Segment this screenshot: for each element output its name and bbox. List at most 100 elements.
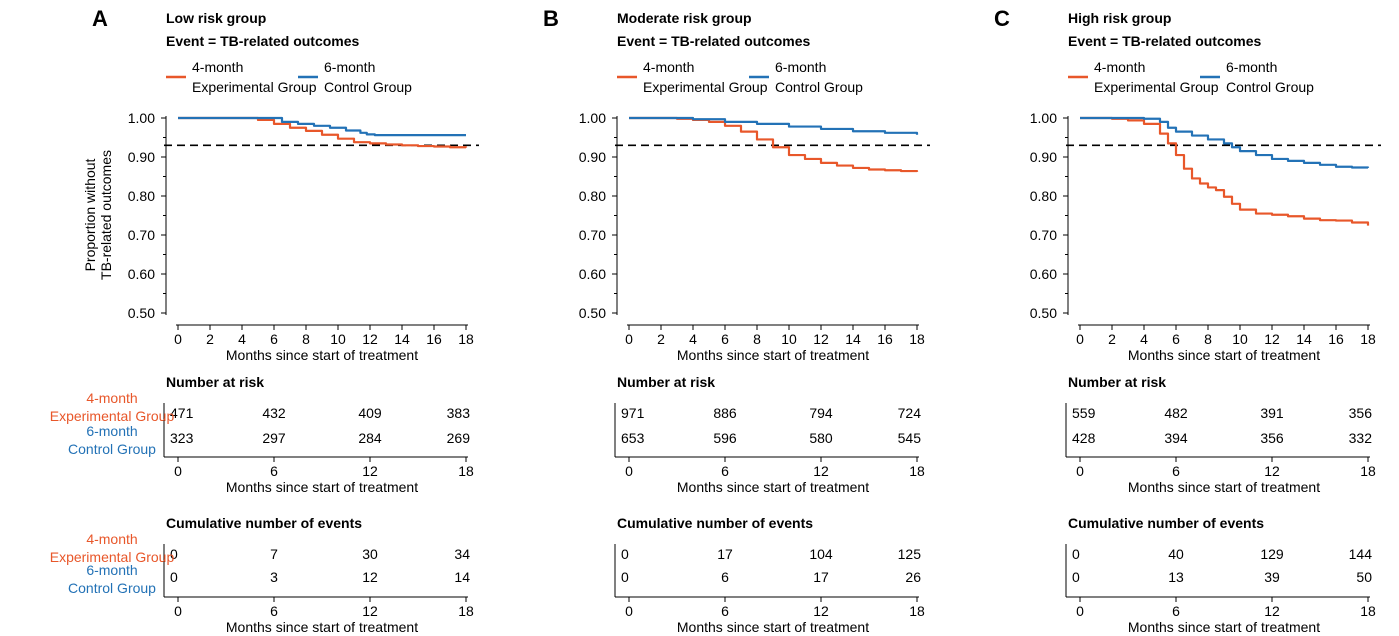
row-label-experimental: 4-month: [86, 390, 137, 406]
cumulative-events-value-experimental: 129: [1260, 546, 1284, 562]
cumulative-events-value-control: 26: [905, 569, 921, 585]
legend-label: Experimental Group: [1094, 79, 1219, 95]
y-tick-label: 0.80: [579, 188, 606, 204]
cumulative-events-value-control: 12: [362, 569, 378, 585]
number-at-risk-tick-label: 18: [458, 463, 474, 479]
panel-c: C High risk group Event = TB-related outco…: [994, 6, 1381, 635]
number-at-risk-value-experimental: 886: [713, 405, 737, 421]
number-at-risk-value-experimental: 482: [1164, 405, 1188, 421]
cumulative-events-title: Cumulative number of events: [617, 515, 813, 531]
x-tick-label: 6: [270, 331, 278, 347]
x-tick-label: 18: [909, 331, 925, 347]
number-at-risk-value-control: 356: [1260, 430, 1284, 446]
panel-title: High risk group: [1068, 10, 1171, 26]
cumulative-events-value-control: 14: [454, 569, 470, 585]
row-label-experimental: Experimental Group: [50, 549, 175, 565]
cumulative-events-value-experimental: 125: [898, 546, 922, 562]
number-at-risk-tick-label: 12: [362, 463, 378, 479]
x-tick-label: 0: [1076, 331, 1084, 347]
x-tick-label: 8: [302, 331, 310, 347]
x-tick-label: 4: [689, 331, 697, 347]
panel-b: B Moderate risk group Event = TB-related o…: [543, 6, 930, 635]
series-control-line: [1080, 116, 1370, 169]
cumulative-events-value-control: 50: [1356, 569, 1372, 585]
number-at-risk-value-experimental: 383: [447, 405, 471, 421]
legend-label: 6-month: [775, 59, 826, 75]
y-tick-label: 0.70: [1030, 227, 1057, 243]
x-tick-label: 16: [877, 331, 893, 347]
legend-label: 6-month: [1226, 59, 1277, 75]
cumulative-events-title: Cumulative number of events: [166, 515, 362, 531]
x-tick-label: 18: [458, 331, 474, 347]
y-axis-label-line: Proportion without: [82, 158, 98, 271]
number-at-risk-value-experimental: 559: [1072, 405, 1096, 421]
number-at-risk-value-experimental: 971: [621, 405, 645, 421]
panel-letter: C: [994, 6, 1010, 31]
y-tick-label: 0.70: [128, 227, 155, 243]
cumulative-events-value-experimental: 7: [270, 546, 278, 562]
series-control-line: [178, 116, 466, 137]
cumulative-events-tick-label: 6: [270, 603, 278, 619]
event-label: Event = TB-related outcomes: [1068, 33, 1262, 49]
number-at-risk-value-experimental: 794: [809, 405, 833, 421]
row-label-control: 6-month: [86, 562, 137, 578]
cumulative-events-value-experimental: 144: [1349, 546, 1373, 562]
row-label-control: Control Group: [68, 441, 156, 457]
legend-label: Experimental Group: [643, 79, 768, 95]
number-at-risk-value-control: 653: [621, 430, 645, 446]
cumulative-events-tick-label: 0: [174, 603, 182, 619]
x-tick-label: 14: [845, 331, 861, 347]
x-tick-label: 0: [174, 331, 182, 347]
y-tick-label: 1.00: [579, 110, 606, 126]
row-label-control: 6-month: [86, 423, 137, 439]
number-at-risk-value-control: 428: [1072, 430, 1096, 446]
cumulative-events-tick-label: 6: [721, 603, 729, 619]
number-at-risk-tick-label: 18: [909, 463, 925, 479]
y-tick-label: 0.60: [128, 266, 155, 282]
number-at-risk-value-control: 580: [809, 430, 833, 446]
number-at-risk-value-experimental: 356: [1349, 405, 1373, 421]
y-tick-label: 0.80: [128, 188, 155, 204]
cumulative-events-value-control: 39: [1264, 569, 1280, 585]
series-experimental-line: [629, 116, 919, 173]
cumulative-events-tick-label: 18: [1360, 603, 1376, 619]
x-tick-label: 12: [1264, 331, 1280, 347]
x-tick-label: 12: [813, 331, 829, 347]
x-axis-label: Months since start of treatment: [677, 347, 869, 363]
number-at-risk-tick-label: 6: [270, 463, 278, 479]
cumulative-events-value-control: 13: [1168, 569, 1184, 585]
number-at-risk-x-label: Months since start of treatment: [1128, 479, 1320, 495]
number-at-risk-value-control: 394: [1164, 430, 1188, 446]
y-tick-label: 0.70: [579, 227, 606, 243]
cumulative-events-tick-label: 18: [458, 603, 474, 619]
x-tick-label: 2: [657, 331, 665, 347]
legend-label: Control Group: [324, 79, 412, 95]
cumulative-events-tick-label: 18: [909, 603, 925, 619]
x-tick-label: 0: [625, 331, 633, 347]
cumulative-events-value-experimental: 0: [170, 546, 178, 562]
y-tick-label: 0.60: [579, 266, 606, 282]
series-experimental-line: [1080, 116, 1370, 226]
cumulative-events-value-experimental: 34: [454, 546, 470, 562]
cumulative-events-value-control: 0: [170, 569, 178, 585]
cumulative-events-tick-label: 6: [1172, 603, 1180, 619]
row-label-experimental: Experimental Group: [50, 408, 175, 424]
cumulative-events-value-control: 6: [721, 569, 729, 585]
series-experimental-line: [178, 116, 468, 149]
number-at-risk-value-control: 297: [262, 430, 286, 446]
x-tick-label: 8: [753, 331, 761, 347]
x-tick-label: 18: [1360, 331, 1376, 347]
x-tick-label: 6: [721, 331, 729, 347]
legend-label: 4-month: [643, 59, 694, 75]
x-tick-label: 14: [1296, 331, 1312, 347]
cumulative-events-value-experimental: 0: [1072, 546, 1080, 562]
legend-label: 4-month: [1094, 59, 1145, 75]
cumulative-events-value-control: 17: [813, 569, 829, 585]
y-tick-label: 0.50: [579, 305, 606, 321]
number-at-risk-x-label: Months since start of treatment: [677, 479, 869, 495]
y-axis-label: Proportion without TB-related outcomes: [82, 150, 114, 280]
x-tick-label: 8: [1204, 331, 1212, 347]
panel-title: Low risk group: [166, 10, 266, 26]
panel-letter: B: [543, 6, 559, 31]
